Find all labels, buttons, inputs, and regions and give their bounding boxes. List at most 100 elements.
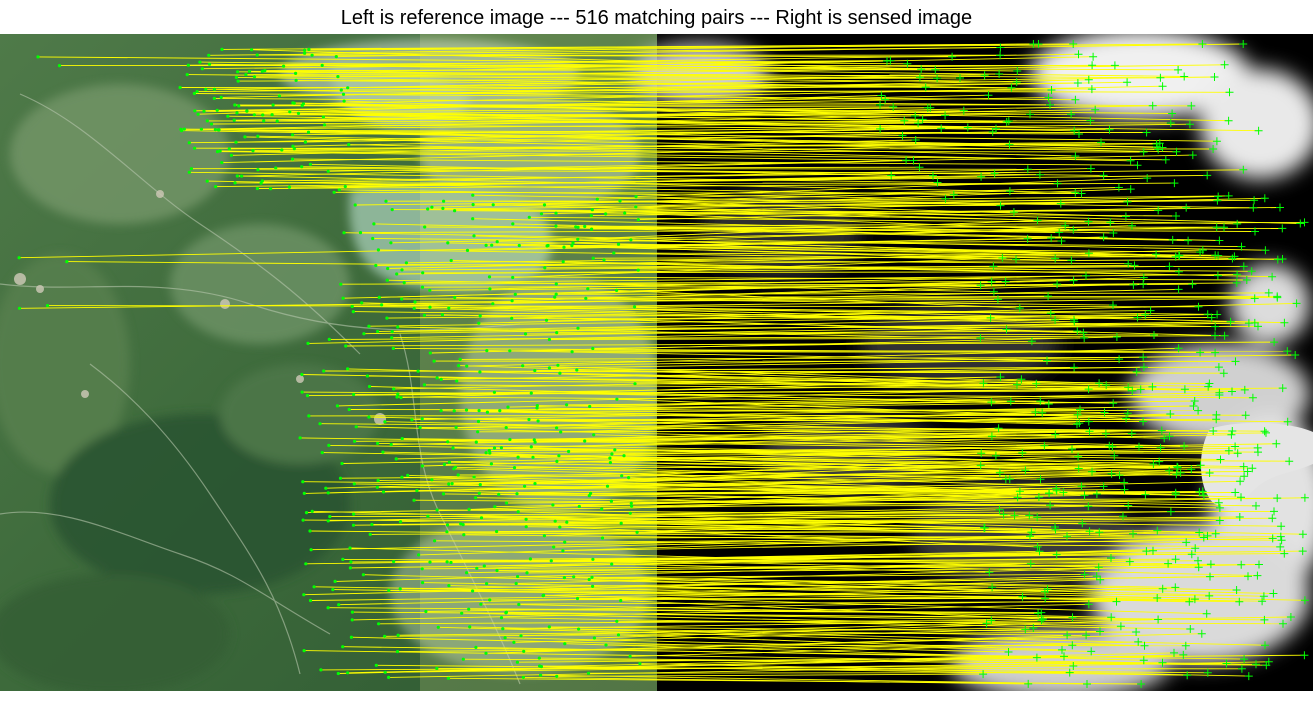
reference-point [528,557,533,561]
match-line [343,89,1052,95]
reference-point [390,208,394,212]
sensed-point [1220,60,1229,69]
reference-point [591,256,595,260]
sensed-point [1133,313,1142,322]
reference-point [527,215,531,219]
sensed-point [1078,519,1087,528]
match-line [202,60,888,70]
sensed-point [1070,126,1079,135]
sensed-point [1213,310,1222,319]
sensed-point [1033,542,1042,551]
reference-point [533,440,537,444]
reference-point [602,258,606,262]
reference-point [420,417,424,421]
reference-point [635,530,639,534]
sensed-point [1023,234,1032,243]
sensed-point [980,71,989,80]
reference-point [527,417,531,422]
reference-point [521,675,526,680]
reference-point [441,206,445,210]
reference-point [337,603,341,607]
sensed-point [996,373,1005,381]
match-line [392,209,1014,213]
sensed-point [1115,355,1124,364]
reference-point [471,203,475,207]
sensed-point [1060,652,1068,661]
image-pair-canvas [0,34,1313,691]
reference-point [227,147,231,151]
sensed-point [1248,393,1257,402]
match-line [385,662,1163,673]
reference-point [292,101,296,105]
sensed-point [1105,125,1114,134]
reference-point [304,511,309,515]
reference-point [610,452,614,456]
sensed-point [1070,363,1079,372]
sensed-point [990,169,999,178]
reference-point [309,548,313,552]
reference-point [212,96,216,100]
reference-point [421,581,425,585]
reference-point [185,73,189,77]
sensed-point [1300,218,1309,227]
match-line [254,76,920,78]
match-line [303,575,1097,596]
reference-point [525,571,529,575]
match-line [454,210,1177,217]
reference-point [558,371,562,375]
reference-point [633,382,637,386]
sensed-point [915,73,924,82]
sensed-point [1086,164,1095,173]
sensed-point [889,102,898,111]
reference-point [416,369,420,373]
reference-point [232,118,236,122]
sensed-point [1199,491,1208,500]
match-line [529,216,1111,223]
sensed-point [1171,252,1180,261]
reference-point [381,450,385,454]
match-line [474,461,1160,478]
match-line [522,365,1100,384]
reference-point [303,51,307,55]
reference-point [351,310,355,314]
match-line [543,579,1101,597]
reference-point [322,369,326,373]
sensed-point [1175,251,1184,260]
sensed-point [1043,356,1051,365]
sensed-point [1268,272,1277,281]
match-line [531,390,1133,394]
sensed-point [1198,40,1207,48]
sensed-point [991,451,1000,460]
sensed-point [1139,656,1148,665]
reference-point [488,451,492,455]
reference-point [511,222,515,226]
sensed-point [1168,109,1177,118]
match-line [386,310,1151,319]
match-line [401,297,1278,300]
sensed-point [1150,331,1158,339]
reference-point [442,462,446,466]
reference-point [523,332,528,336]
reference-point [391,346,395,350]
sensed-point [1213,196,1222,205]
sensed-point [1191,544,1200,553]
sensed-point [1068,641,1077,650]
sensed-point [1156,443,1165,452]
sensed-point [1033,216,1042,225]
reference-point [484,451,488,455]
reference-point [298,436,302,440]
reference-point [374,663,378,667]
sensed-point [1128,221,1136,230]
match-line [181,130,1163,148]
reference-point [218,149,222,153]
reference-point [554,224,558,228]
reference-point [471,193,475,197]
sensed-point [914,119,923,128]
match-line [618,634,1063,651]
sensed-point [1053,179,1062,188]
reference-point [240,174,244,178]
sensed-point [1239,40,1248,48]
reference-point [260,69,264,73]
sensed-point [994,424,1003,433]
reference-point [390,336,394,340]
